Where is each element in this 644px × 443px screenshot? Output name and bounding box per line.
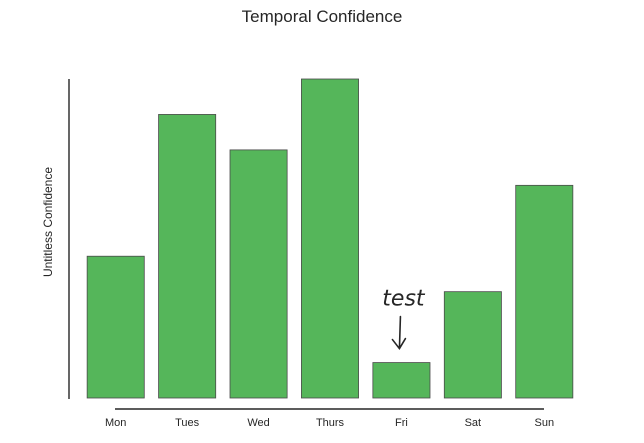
x-tick-label-wed: Wed xyxy=(247,417,269,429)
x-tick-label-sun: Sun xyxy=(535,417,555,429)
x-tick-label-fri: Fri xyxy=(395,417,408,429)
x-tick-labels: Mon Tues Wed Thurs Fri Sat Sun xyxy=(105,417,554,429)
chart-title: Temporal Confidence xyxy=(242,7,403,26)
x-tick-label-thurs: Thurs xyxy=(316,417,345,429)
bar-fri xyxy=(372,362,431,399)
bar-tues xyxy=(158,114,217,399)
bars-group xyxy=(86,78,574,399)
bar-mon xyxy=(86,255,145,399)
x-tick-label-tues: Tues xyxy=(175,417,200,429)
bar-sun xyxy=(515,184,574,399)
bar-wed xyxy=(229,149,288,399)
annotation-text: test xyxy=(382,287,426,312)
annotation: test xyxy=(382,287,426,350)
bar-thurs xyxy=(301,78,359,399)
annotation-arrow xyxy=(391,315,407,350)
x-tick-label-sat: Sat xyxy=(465,417,482,429)
x-tick-label-mon: Mon xyxy=(105,417,126,429)
bar-sat xyxy=(443,291,502,399)
y-axis-label: Untitless Confidence xyxy=(41,167,55,277)
